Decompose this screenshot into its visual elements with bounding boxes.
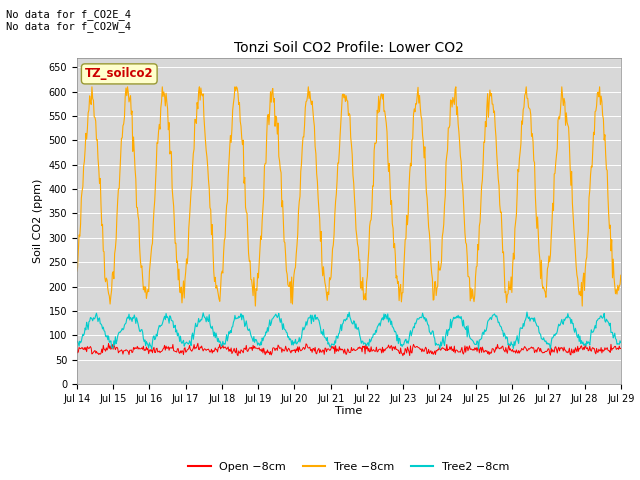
Open −8cm — [234, 353, 242, 359]
Open −8cm — [417, 347, 424, 352]
Tree −8cm — [433, 293, 440, 299]
Tree2 −8cm — [83, 319, 90, 325]
Tree −8cm — [617, 272, 625, 278]
Open −8cm — [433, 348, 440, 353]
Open −8cm — [617, 346, 625, 351]
Tree2 −8cm — [617, 340, 625, 346]
Tree2 −8cm — [223, 338, 231, 344]
Tree −8cm — [223, 198, 231, 204]
Tree2 −8cm — [523, 309, 531, 315]
Line: Open −8cm: Open −8cm — [77, 343, 621, 356]
Tree −8cm — [88, 84, 96, 90]
Text: TZ_soilco2: TZ_soilco2 — [85, 67, 154, 80]
Open −8cm — [195, 347, 202, 352]
Y-axis label: Soil CO2 (ppm): Soil CO2 (ppm) — [33, 179, 43, 263]
Tree2 −8cm — [416, 315, 424, 321]
Open −8cm — [73, 347, 81, 352]
Title: Tonzi Soil CO2 Profile: Lower CO2: Tonzi Soil CO2 Profile: Lower CO2 — [234, 41, 464, 55]
Tree2 −8cm — [148, 346, 156, 352]
Open −8cm — [139, 347, 147, 352]
Open −8cm — [223, 346, 231, 351]
Tree −8cm — [83, 136, 90, 142]
Tree2 −8cm — [73, 339, 81, 345]
Tree −8cm — [140, 287, 147, 293]
Tree2 −8cm — [431, 342, 439, 348]
Open −8cm — [194, 340, 202, 346]
Tree −8cm — [417, 105, 424, 111]
Text: No data for f_CO2E_4: No data for f_CO2E_4 — [6, 9, 131, 20]
Tree −8cm — [73, 268, 81, 274]
Legend: Open −8cm, Tree −8cm, Tree2 −8cm: Open −8cm, Tree −8cm, Tree2 −8cm — [184, 457, 514, 476]
Tree −8cm — [252, 303, 259, 309]
Text: No data for f_CO2W_4: No data for f_CO2W_4 — [6, 21, 131, 32]
Line: Tree2 −8cm: Tree2 −8cm — [77, 312, 621, 349]
Tree2 −8cm — [139, 329, 147, 335]
X-axis label: Time: Time — [335, 407, 362, 417]
Tree −8cm — [195, 89, 202, 95]
Tree2 −8cm — [195, 315, 202, 321]
Line: Tree −8cm: Tree −8cm — [77, 87, 621, 306]
Open −8cm — [83, 349, 90, 355]
